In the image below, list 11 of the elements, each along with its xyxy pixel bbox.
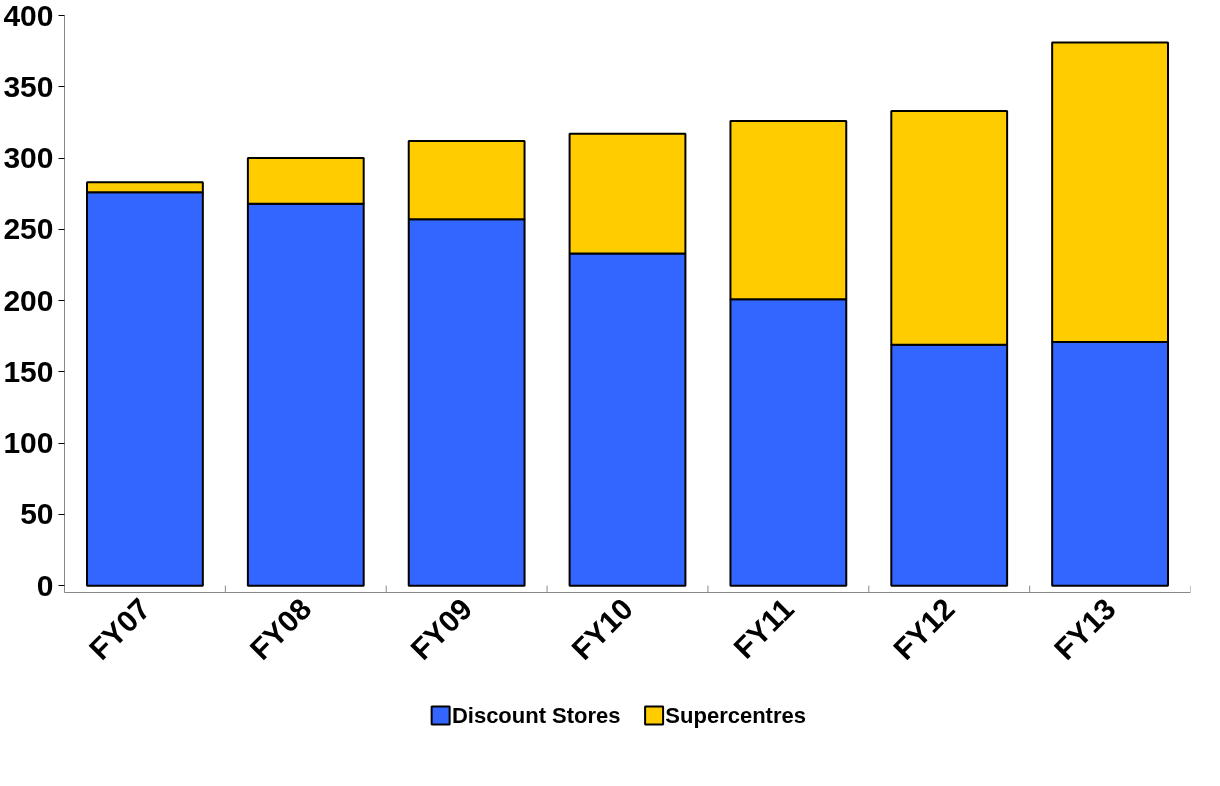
y-tick-label: 0 bbox=[36, 568, 54, 602]
y-tick-label: 50 bbox=[20, 497, 54, 531]
y-tick-label: 400 bbox=[3, 0, 54, 32]
y-tick-label: 250 bbox=[3, 212, 54, 246]
y-tick-label: 150 bbox=[3, 354, 54, 388]
legend-label: Supercentres bbox=[665, 703, 806, 728]
y-tick-label: 200 bbox=[3, 283, 54, 317]
legend-label: Discount Stores bbox=[451, 703, 621, 728]
y-tick-label: 300 bbox=[3, 141, 54, 175]
y-tick-label: 350 bbox=[3, 69, 54, 103]
y-tick-label: 100 bbox=[3, 426, 54, 460]
